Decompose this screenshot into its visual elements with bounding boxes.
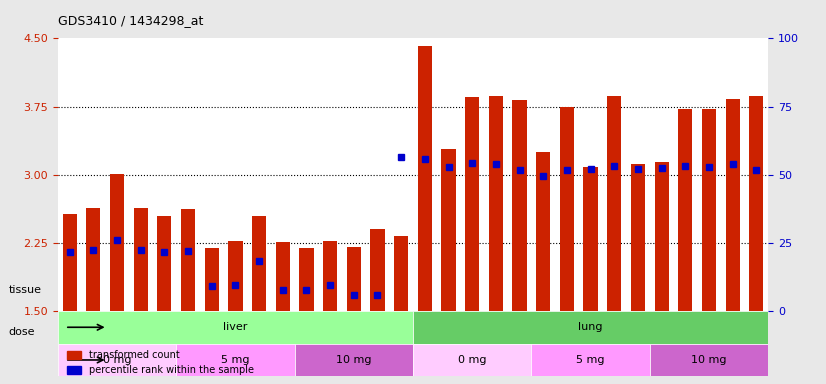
Bar bbox=[347, 247, 361, 311]
Bar bbox=[323, 241, 337, 311]
Bar bbox=[299, 248, 314, 311]
Bar bbox=[725, 99, 740, 311]
Bar bbox=[63, 214, 77, 311]
Text: 10 mg: 10 mg bbox=[336, 355, 372, 365]
Bar bbox=[58, 311, 413, 344]
Bar bbox=[157, 215, 172, 311]
Bar bbox=[205, 248, 219, 311]
Bar bbox=[531, 344, 650, 376]
Bar bbox=[583, 167, 598, 311]
Bar bbox=[536, 152, 550, 311]
Bar bbox=[58, 344, 176, 376]
Text: tissue: tissue bbox=[8, 285, 41, 295]
Bar bbox=[749, 96, 763, 311]
Text: 10 mg: 10 mg bbox=[691, 355, 727, 365]
Bar bbox=[560, 106, 574, 311]
Bar bbox=[418, 46, 432, 311]
Bar bbox=[394, 237, 408, 311]
Bar bbox=[631, 164, 645, 311]
Bar bbox=[512, 100, 527, 311]
Text: lung: lung bbox=[578, 322, 603, 332]
Bar bbox=[650, 344, 768, 376]
Text: 0 mg: 0 mg bbox=[102, 355, 131, 365]
Bar bbox=[295, 344, 413, 376]
Bar bbox=[181, 209, 195, 311]
Bar bbox=[252, 215, 266, 311]
Text: dose: dose bbox=[8, 327, 35, 337]
Bar bbox=[607, 96, 621, 311]
Bar bbox=[678, 109, 692, 311]
Bar bbox=[370, 229, 385, 311]
Bar bbox=[413, 311, 768, 344]
Legend: transformed count, percentile rank within the sample: transformed count, percentile rank withi… bbox=[63, 346, 258, 379]
Text: 0 mg: 0 mg bbox=[458, 355, 487, 365]
Bar bbox=[702, 109, 716, 311]
Bar bbox=[441, 149, 456, 311]
Bar bbox=[654, 162, 669, 311]
Bar bbox=[228, 241, 243, 311]
Text: 5 mg: 5 mg bbox=[221, 355, 249, 365]
Bar bbox=[134, 208, 148, 311]
Bar bbox=[489, 96, 503, 311]
Text: GDS3410 / 1434298_at: GDS3410 / 1434298_at bbox=[58, 14, 203, 27]
Bar bbox=[176, 344, 295, 376]
Bar bbox=[110, 174, 124, 311]
Bar bbox=[413, 344, 531, 376]
Bar bbox=[86, 208, 101, 311]
Bar bbox=[276, 242, 290, 311]
Text: liver: liver bbox=[223, 322, 248, 332]
Bar bbox=[465, 98, 479, 311]
Text: 5 mg: 5 mg bbox=[577, 355, 605, 365]
